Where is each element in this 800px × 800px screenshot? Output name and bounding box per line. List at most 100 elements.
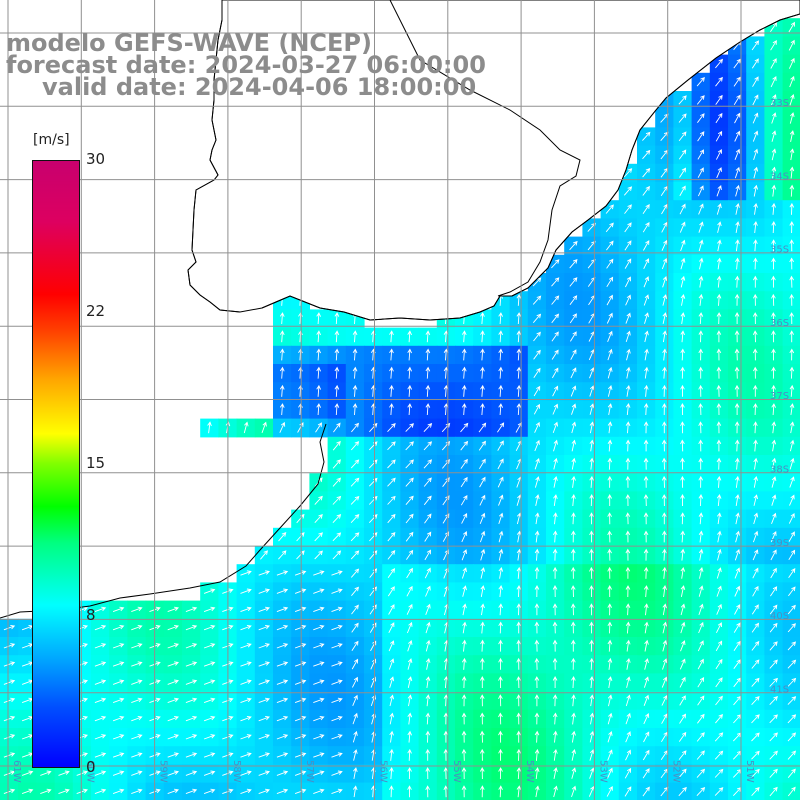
wind-arrow <box>276 661 289 667</box>
wind-arrow <box>405 423 414 432</box>
wind-arrow <box>94 715 107 722</box>
wind-arrow <box>425 585 431 597</box>
wind-arrow <box>276 588 289 594</box>
wind-arrow <box>789 202 795 215</box>
wind-arrow <box>789 421 795 434</box>
wind-arrow <box>571 403 577 415</box>
wind-arrow <box>258 770 270 776</box>
wind-arrow <box>498 312 504 325</box>
wind-arrow <box>698 585 704 597</box>
wind-arrow <box>3 624 16 631</box>
wind-arrow <box>294 752 307 758</box>
wind-arrow <box>203 715 216 722</box>
wind-arrow <box>769 659 778 669</box>
longitude-label: 60W <box>84 760 95 783</box>
wind-arrow <box>461 531 468 543</box>
wind-arrow <box>553 785 558 798</box>
wind-arrows <box>3 21 797 798</box>
wind-arrow <box>424 531 432 542</box>
wind-arrow <box>787 786 796 797</box>
wind-arrow <box>389 366 394 379</box>
wind-arrow <box>40 788 52 795</box>
wind-arrow <box>752 112 759 124</box>
wind-arrow <box>351 622 359 633</box>
wind-arrow <box>624 767 632 779</box>
wind-arrow <box>769 732 778 742</box>
wind-arrow <box>516 403 522 416</box>
wind-arrow <box>644 330 649 343</box>
wind-arrow <box>480 621 485 634</box>
wind-arrow <box>605 204 614 214</box>
latitude-label: 37S <box>770 391 789 402</box>
wind-arrow <box>533 385 541 397</box>
wind-arrow <box>167 752 179 758</box>
wind-arrow <box>716 421 722 434</box>
wind-arrow <box>570 585 576 598</box>
wind-arrow <box>388 658 395 670</box>
wind-arrow <box>643 512 649 525</box>
wind-arrow <box>516 548 522 561</box>
wind-arrow <box>407 348 413 361</box>
wind-arrow <box>643 548 649 561</box>
wind-arrow <box>203 679 216 685</box>
wind-arrow <box>570 566 576 579</box>
wind-arrow <box>625 712 631 725</box>
wind-arrow <box>625 639 631 652</box>
wind-arrow <box>498 512 504 525</box>
wind-arrow <box>351 422 360 433</box>
wind-arrow <box>753 403 758 416</box>
latitude-label: 34S <box>770 171 789 182</box>
wind-arrow <box>94 788 107 795</box>
wind-arrow <box>112 624 125 631</box>
wind-arrow <box>387 531 396 542</box>
wind-arrow <box>461 384 467 397</box>
wind-arrow <box>313 661 325 667</box>
wind-arrow <box>753 202 758 215</box>
wind-arrow <box>185 624 198 631</box>
wind-arrow <box>389 403 394 416</box>
wind-arrow <box>753 148 759 161</box>
wind-arrow <box>333 422 341 433</box>
wind-arrow <box>332 477 342 487</box>
wind-arrow <box>751 696 760 706</box>
wind-arrow <box>589 385 595 397</box>
wind-arrow <box>734 366 740 379</box>
wind-arrow <box>516 748 522 761</box>
wind-arrow <box>350 550 360 560</box>
wind-arrow <box>276 697 289 704</box>
wind-arrow <box>571 694 576 707</box>
wind-arrow <box>698 366 703 379</box>
wind-arrow <box>698 475 704 488</box>
wind-arrow <box>624 786 632 797</box>
wind-arrow <box>387 495 396 505</box>
wind-arrow <box>240 734 252 740</box>
wind-arrow <box>480 330 485 343</box>
wind-arrow <box>313 734 325 740</box>
wind-arrow <box>94 734 107 740</box>
wind-arrow <box>698 348 704 361</box>
wind-arrow <box>680 275 686 288</box>
longitude-label: 54W <box>524 760 535 783</box>
wind-arrow <box>680 421 685 434</box>
wind-arrow <box>789 330 794 343</box>
wind-arrow <box>788 549 796 561</box>
wind-arrow <box>332 514 342 524</box>
wind-arrow <box>258 752 270 758</box>
wind-arrow <box>276 788 289 795</box>
wind-arrow <box>387 459 396 469</box>
wind-arrow <box>570 385 577 397</box>
wind-arrow <box>606 240 614 251</box>
wind-arrow <box>789 403 795 415</box>
wind-arrow <box>735 184 740 197</box>
wind-arrow <box>258 606 270 613</box>
wind-arrow <box>607 694 613 707</box>
wind-arrow <box>294 679 307 685</box>
wind-arrow <box>715 640 723 652</box>
longitude-label: 55W <box>451 760 462 783</box>
wind-arrow <box>112 715 125 722</box>
wind-arrow <box>661 694 668 706</box>
wind-arrow <box>662 366 667 379</box>
wind-arrow <box>715 677 723 688</box>
wind-arrow <box>696 787 706 797</box>
wind-arrow <box>294 788 307 795</box>
